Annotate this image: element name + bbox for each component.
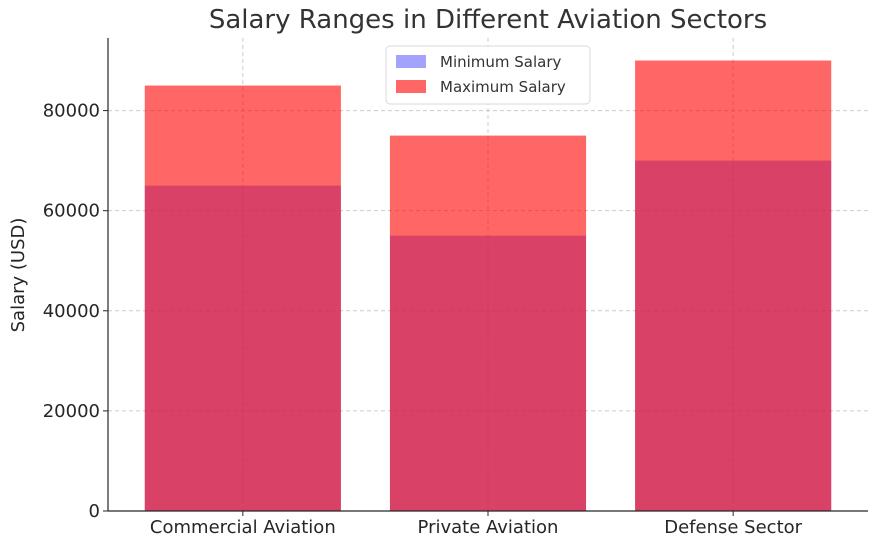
y-axis-label: Salary (USD) — [8, 218, 29, 333]
bar-maximum-salary — [389, 135, 587, 511]
x-tick-label: Commercial Aviation — [150, 517, 336, 538]
y-tick-label: 80000 — [43, 101, 100, 122]
y-tick-label: 40000 — [43, 301, 100, 322]
chart-title: Salary Ranges in Different Aviation Sect… — [209, 5, 767, 35]
legend-swatch-maximum — [396, 80, 426, 93]
y-tick-label: 20000 — [43, 401, 100, 422]
x-tick-label: Defense Sector — [664, 517, 802, 538]
y-tick-label: 0 — [89, 501, 100, 522]
bars — [144, 60, 832, 512]
legend-label-maximum: Maximum Salary — [440, 78, 566, 96]
bar-maximum-salary — [635, 60, 832, 512]
y-tick-label: 60000 — [43, 201, 100, 222]
x-tick-label: Private Aviation — [418, 517, 559, 538]
bar-maximum-salary — [144, 85, 341, 511]
legend-label-minimum: Minimum Salary — [440, 53, 562, 71]
legend-swatch-minimum — [396, 55, 426, 68]
tick-labels: 0 20000 40000 60000 80000 Commercial Aviation… — [43, 101, 803, 538]
legend: Minimum Salary Maximum Salary — [385, 45, 591, 105]
legend-box — [385, 45, 591, 105]
